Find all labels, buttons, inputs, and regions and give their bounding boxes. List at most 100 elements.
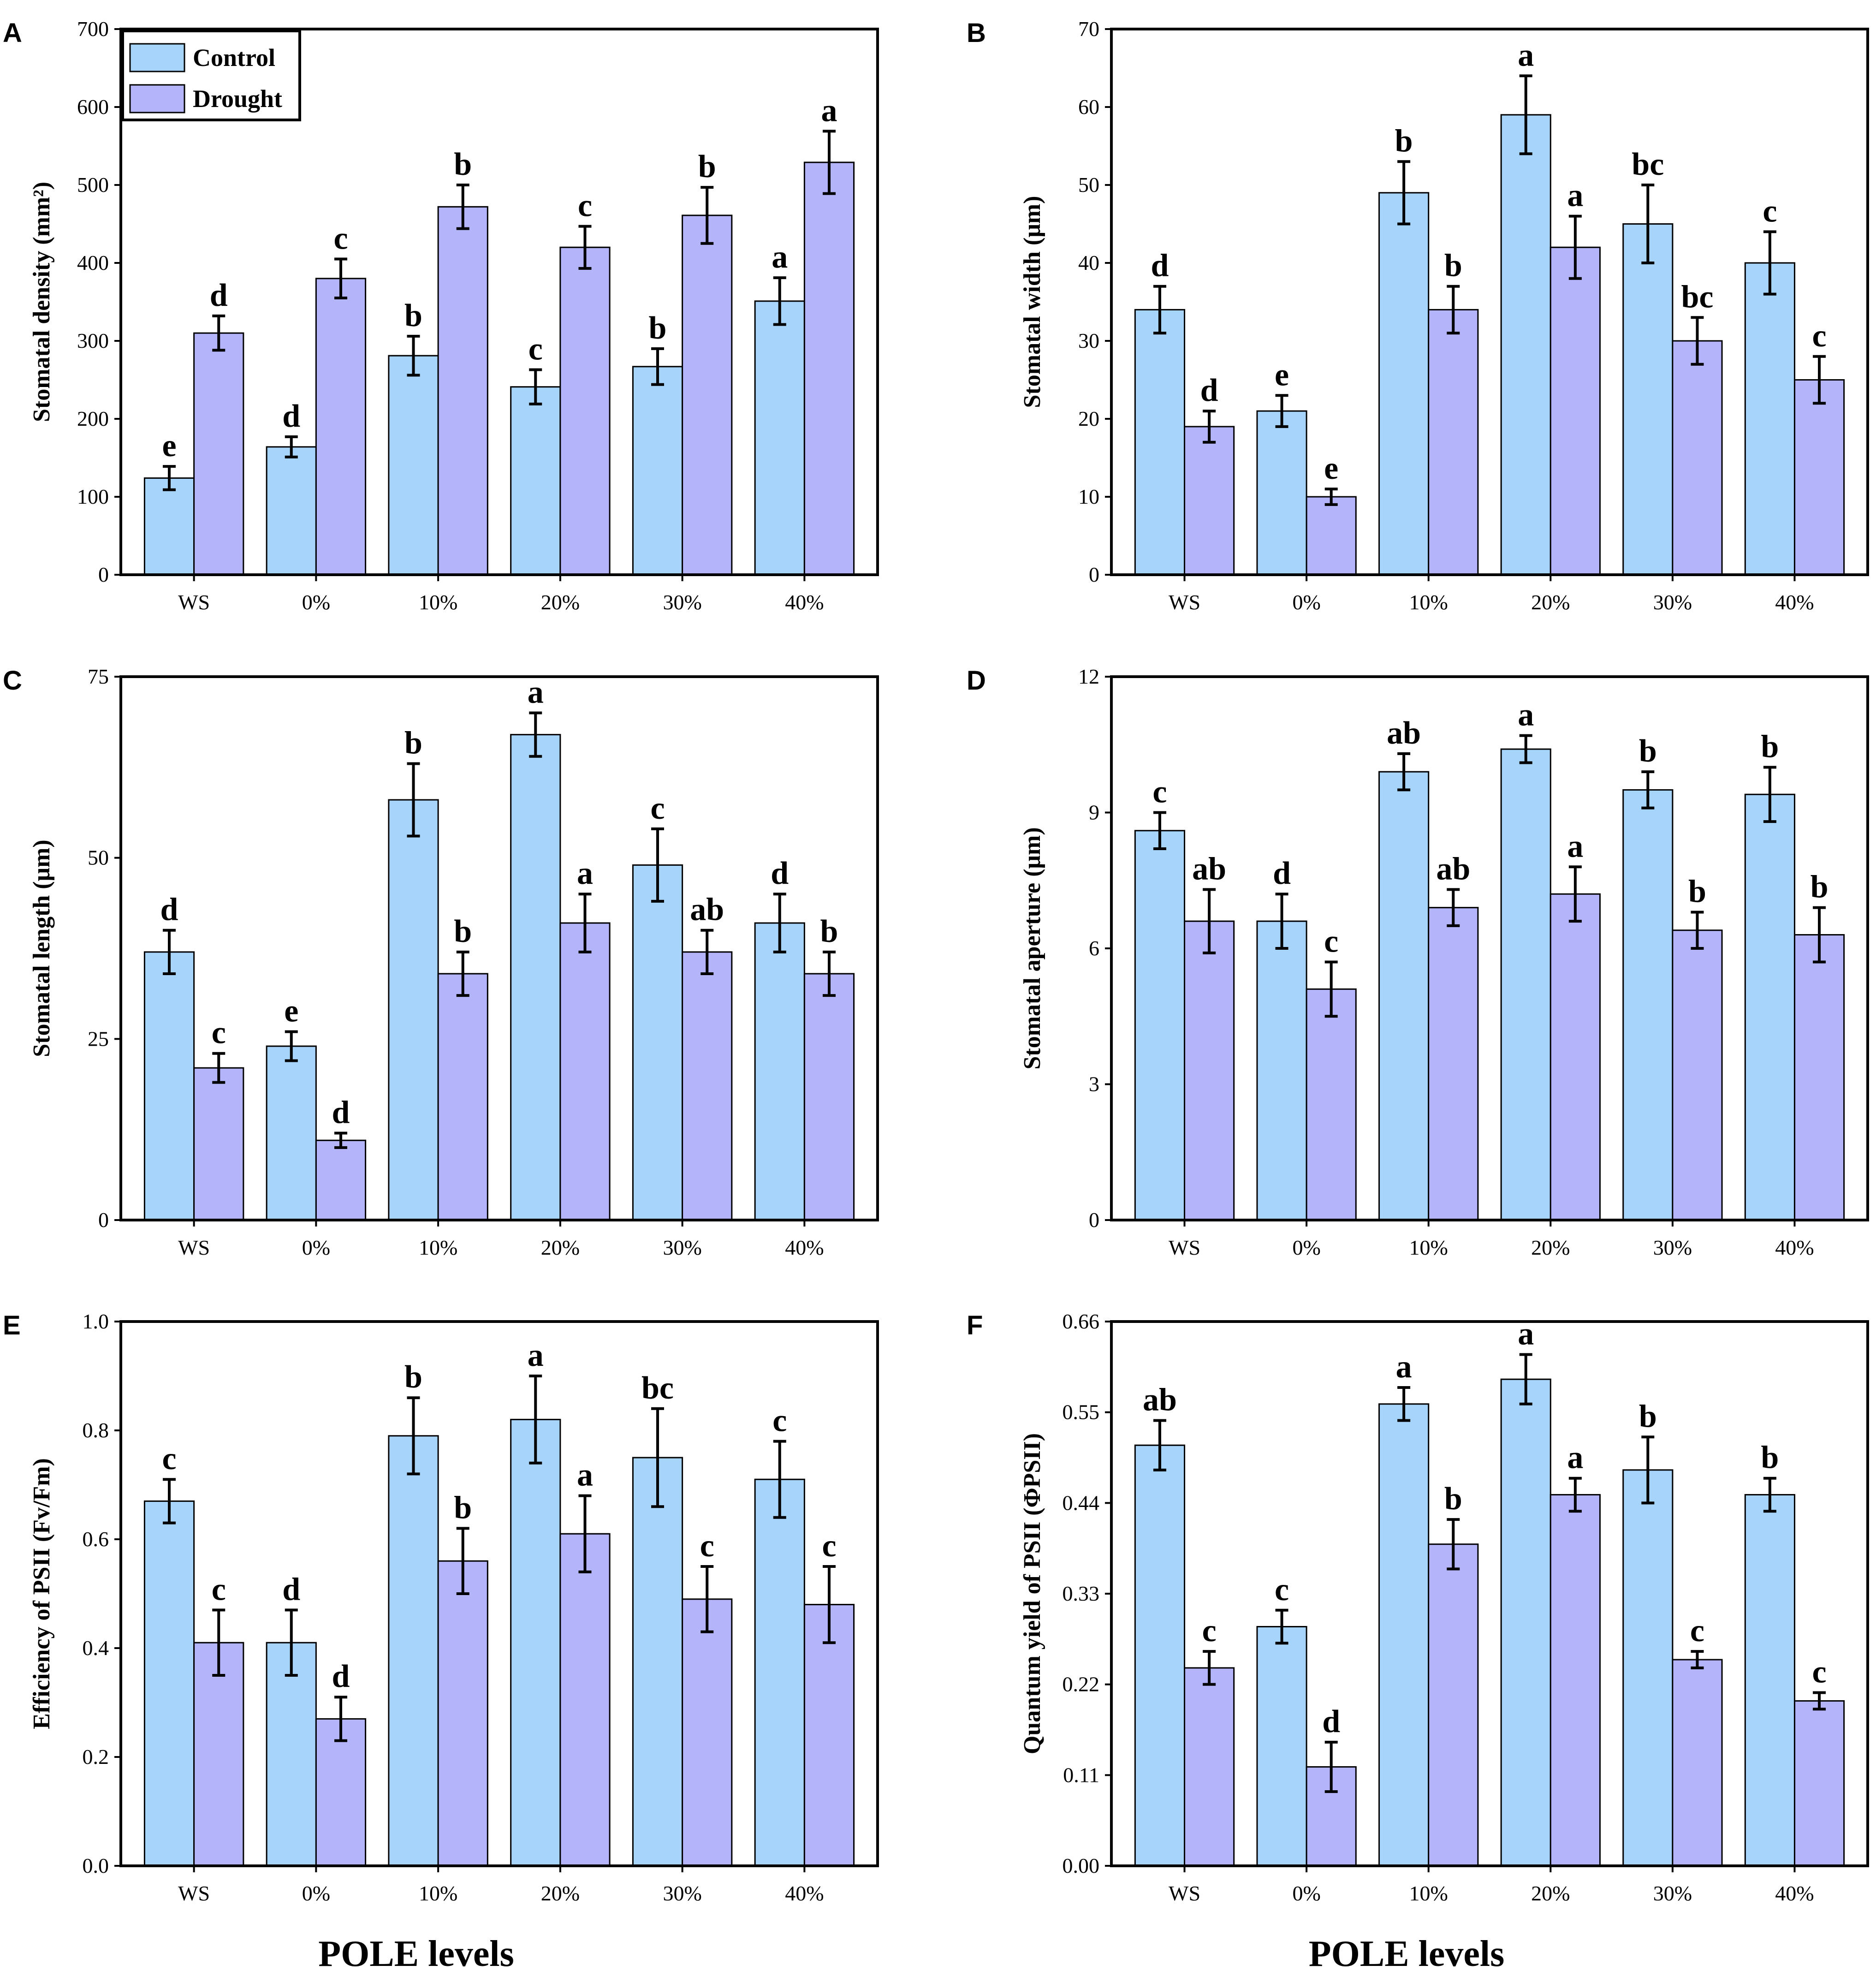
bar-drought-5 <box>1793 379 1845 576</box>
panel-letter: F <box>967 1310 983 1340</box>
error-bar-control-3 <box>529 711 542 758</box>
error-bar-drought-5 <box>822 1565 836 1644</box>
significance-label: c <box>1324 923 1338 959</box>
significance-label: b <box>1761 1440 1779 1476</box>
x-axis-title: POLE levels <box>1309 1934 1504 1974</box>
significance-label: b <box>1811 869 1829 905</box>
significance-label: d <box>210 278 228 313</box>
significance-label: c <box>1202 1613 1217 1649</box>
bar-drought-5 <box>803 1604 855 1867</box>
error-bar-control-4 <box>651 347 665 386</box>
error-bar-control-1 <box>285 1030 298 1062</box>
significance-label: b <box>454 147 472 182</box>
bar-drought-5 <box>1793 1700 1845 1867</box>
bar-drought-1 <box>315 1139 367 1221</box>
error-bar-control-5 <box>773 1440 786 1519</box>
y-tick-label: 0.33 <box>1063 1582 1100 1605</box>
y-tick-label: 0.11 <box>1063 1763 1099 1786</box>
y-tick-label: 0.55 <box>1063 1400 1100 1424</box>
panel-e: Ec d b a bc c c d b a c c 0.0 0.2 0.4 0.6 0.8 1.0 WS 0% 10% 2… <box>3 1310 879 1974</box>
y-tick-label: 50 <box>88 846 109 869</box>
error-bar-control-5 <box>1763 1477 1776 1513</box>
significance-label: c <box>700 1528 714 1564</box>
error-bar-control-4 <box>1641 184 1655 264</box>
significance-label: b <box>404 1359 422 1395</box>
y-tick-label: 0.00 <box>1063 1854 1100 1877</box>
bar-control-2 <box>1378 771 1430 1221</box>
bar-control-1 <box>266 1642 317 1867</box>
y-tick-label: 40 <box>1078 251 1099 274</box>
error-bar-control-2 <box>1397 752 1411 792</box>
x-tick-label: 0% <box>1292 1236 1320 1259</box>
y-tick-label: 0 <box>98 1208 109 1232</box>
error-bar-drought-1 <box>334 1131 347 1149</box>
bar-drought-3 <box>559 922 611 1221</box>
y-tick-label: 600 <box>77 95 109 119</box>
error-bar-drought-5 <box>822 950 836 997</box>
x-tick-label: 30% <box>663 1236 701 1259</box>
bar-control-3 <box>1500 1378 1551 1867</box>
error-bar-drought-2 <box>1447 888 1460 927</box>
y-tick-label: 0 <box>1089 1208 1099 1232</box>
legend-label-drought: Drought <box>193 85 282 113</box>
y-tick-label: 75 <box>88 665 109 688</box>
bar-drought-0 <box>1184 1667 1235 1867</box>
error-bar-drought-5 <box>1813 906 1826 964</box>
y-tick-label: 10 <box>1078 485 1099 508</box>
bar-control-3 <box>1500 748 1551 1221</box>
significance-label: e <box>162 428 176 464</box>
y-tick-label: 20 <box>1078 407 1099 430</box>
y-tick-label: 200 <box>77 407 109 430</box>
error-bar-drought-4 <box>701 186 714 245</box>
x-tick-label: 20% <box>1531 1236 1570 1259</box>
error-bar-drought-2 <box>456 1527 469 1595</box>
error-bar-drought-0 <box>212 1608 226 1677</box>
y-tick-label: 0.22 <box>1063 1673 1100 1696</box>
bar-control-5 <box>1744 262 1795 576</box>
panel-f: Fabcaabbcdbacc0.000.110.220.330.440.550.… <box>967 1310 1869 1974</box>
significance-label: b <box>454 914 472 949</box>
error-bar-drought-4 <box>701 1565 714 1633</box>
significance-label: c <box>650 791 665 826</box>
error-bar-control-4 <box>1641 770 1655 810</box>
legend-swatch-control <box>129 43 185 72</box>
x-tick-label: 40% <box>1775 1882 1814 1905</box>
bar-drought-2 <box>437 973 488 1221</box>
error-bar-drought-1 <box>1324 488 1338 506</box>
bar-control-0 <box>143 951 195 1221</box>
bar-control-2 <box>388 1435 439 1867</box>
bar-drought-0 <box>193 1642 244 1867</box>
bar-drought-1 <box>1306 496 1357 576</box>
significance-label: a <box>577 856 593 891</box>
bar-drought-4 <box>1672 1659 1723 1867</box>
error-bar-control-0 <box>163 465 176 491</box>
x-tick-label: 0% <box>1292 590 1320 614</box>
y-tick-label: 300 <box>77 329 109 352</box>
significance-label: ab <box>690 892 724 928</box>
error-bar-control-2 <box>407 334 420 377</box>
x-tick-label: WS <box>1169 1236 1200 1259</box>
bar-drought-2 <box>1428 907 1479 1221</box>
significance-label: b <box>1639 1399 1657 1434</box>
significance-label: a <box>821 93 837 128</box>
significance-label: a <box>528 1338 544 1373</box>
significance-label: d <box>282 1572 300 1607</box>
y-axis-title: Stomatal length (μm) <box>29 840 55 1057</box>
x-tick-label: 10% <box>1409 590 1448 614</box>
significance-label: d <box>332 1659 350 1694</box>
significance-label: bc <box>641 1370 674 1406</box>
error-bar-drought-5 <box>822 130 836 195</box>
bar-control-1 <box>1256 1626 1307 1867</box>
error-bar-control-3 <box>1519 1353 1532 1405</box>
bar-control-3 <box>510 386 561 576</box>
y-tick-label: 6 <box>1089 936 1099 960</box>
bar-drought-4 <box>682 214 733 576</box>
x-tick-label: 30% <box>1653 590 1692 614</box>
significance-label: e <box>284 994 298 1029</box>
x-tick-label: 20% <box>541 1882 580 1905</box>
x-tick-label: WS <box>1169 590 1200 614</box>
y-tick-label: 0.44 <box>1063 1491 1100 1514</box>
y-axis-title: Stomatal aperture (μm) <box>1019 827 1045 1069</box>
error-bar-control-3 <box>1519 734 1532 764</box>
panel-letter: C <box>3 666 22 696</box>
